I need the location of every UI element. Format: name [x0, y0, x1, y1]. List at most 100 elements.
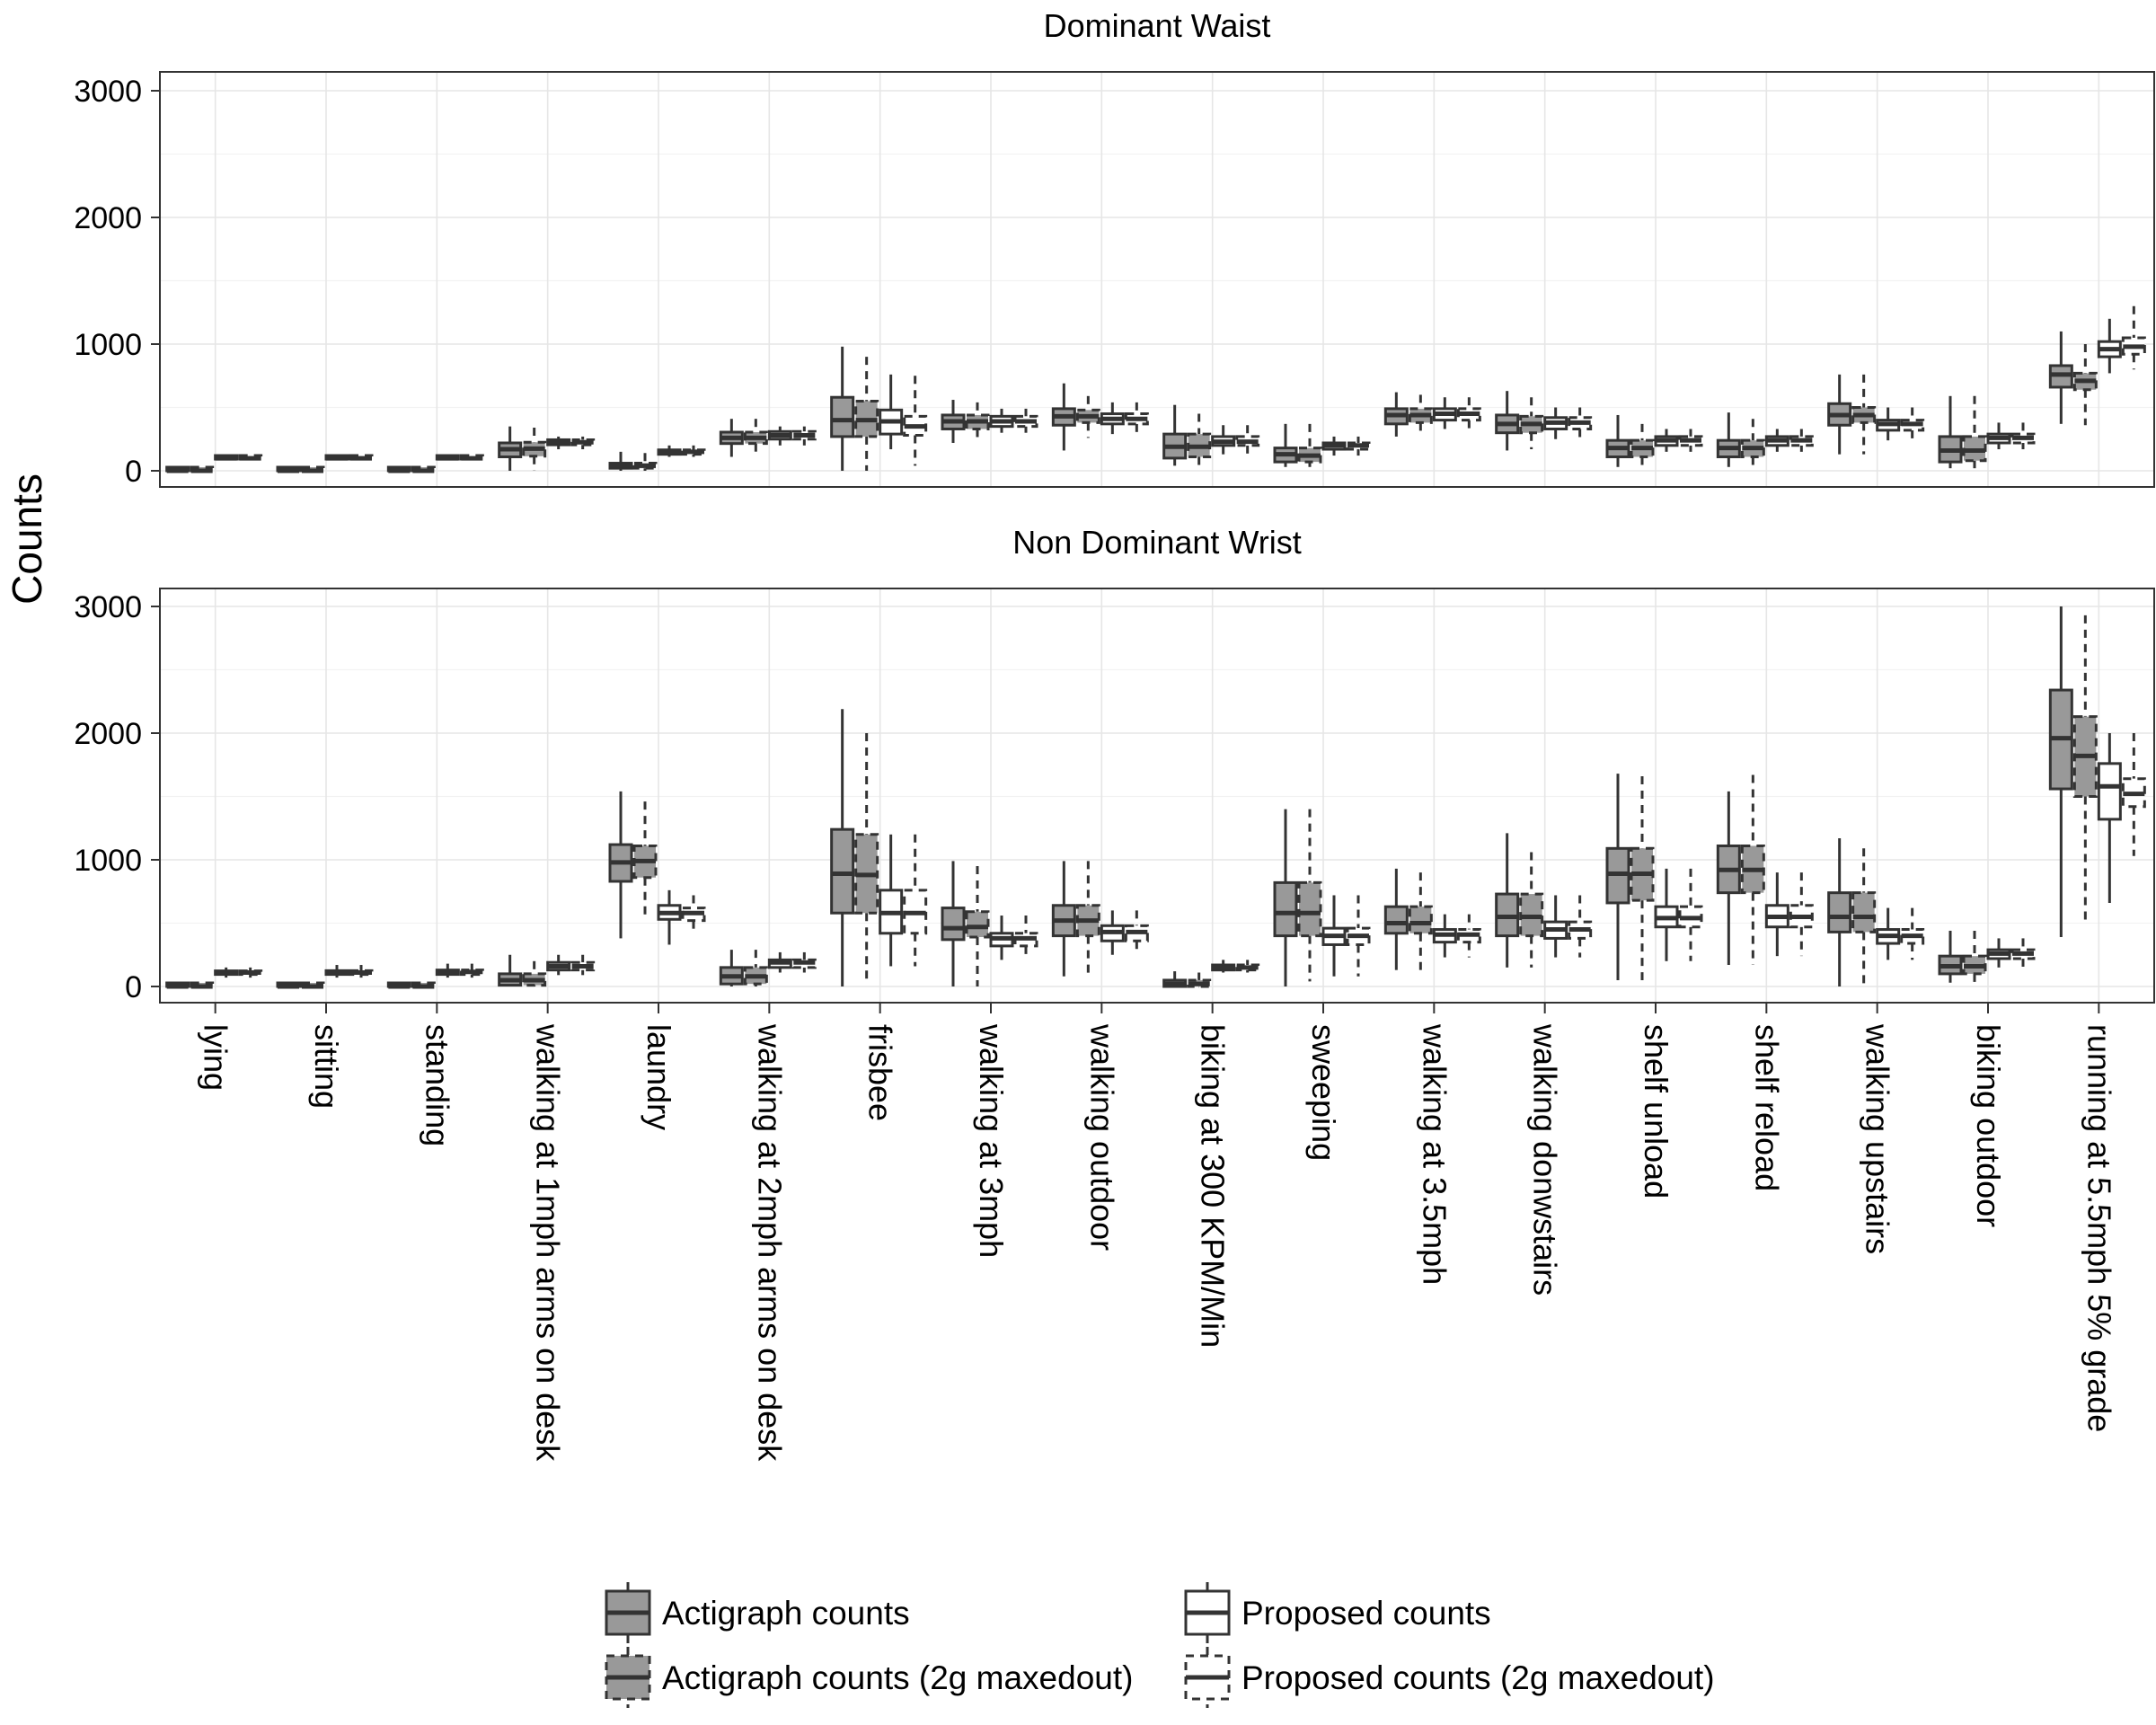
box-group-running-at-5-5mph-5-grade [2048, 606, 2146, 938]
box-actigraph-counts [1495, 833, 1520, 968]
box-group-walking-donwstairs [1495, 391, 1593, 451]
box-actigraph-counts [719, 950, 744, 986]
box-group-walking-outdoor [1051, 861, 1149, 977]
box-proposed-counts [1764, 429, 1789, 452]
box-group-shelf-unload [1605, 414, 1703, 467]
box-actigraph-counts [1273, 423, 1298, 467]
box-proposed-counts-2g-maxedout [459, 963, 484, 978]
box-actigraph-counts-2g-maxedout [411, 981, 436, 989]
box-proposed-counts-2g-maxedout [1456, 914, 1481, 958]
box-proposed-counts [435, 963, 460, 978]
box-body [1851, 891, 1877, 933]
box-group-standing [386, 454, 484, 473]
legend-item-actigraph-counts: Actigraph counts [605, 1582, 910, 1643]
box-proposed-counts [1543, 407, 1568, 439]
box-proposed-counts-2g-maxedout [349, 454, 374, 461]
box-proposed-counts-2g-maxedout [681, 895, 706, 933]
box-group-walking-at-1mph-arms-on-desk [498, 954, 596, 987]
box-proposed-counts-2g-maxedout [1013, 916, 1038, 960]
box-actigraph-counts-2g-maxedout [1740, 419, 1765, 467]
box-actigraph-counts [1051, 861, 1076, 977]
panel-title: Non Dominant Wrist [1012, 524, 1301, 561]
box-proposed-counts-2g-maxedout [1789, 429, 1814, 452]
box-body [965, 910, 990, 939]
legend-label: Proposed counts [1241, 1595, 1491, 1632]
box-actigraph-counts-2g-maxedout [190, 465, 215, 473]
panel-dominant-waist: Dominant Waist 0 1000 2000 3000 [74, 7, 2155, 489]
box-actigraph-counts-2g-maxedout [1962, 395, 1987, 469]
box-proposed-counts [1211, 425, 1236, 455]
box-actigraph-counts [276, 981, 301, 989]
box-group-walking-outdoor [1051, 383, 1149, 451]
x-tick-label: standing [419, 1024, 455, 1146]
box-actigraph-counts [1938, 395, 1963, 469]
box-proposed-counts [214, 967, 239, 978]
box-proposed-counts-2g-maxedout [238, 967, 263, 978]
box-proposed-counts [1543, 895, 1568, 958]
box-body [1297, 880, 1322, 938]
box-actigraph-counts [1605, 414, 1630, 467]
box-actigraph-counts [1827, 838, 1852, 986]
box-actigraph-counts-2g-maxedout [1187, 413, 1212, 466]
x-tick-label: walking upstairs [1860, 1023, 1896, 1254]
box-proposed-counts-2g-maxedout [1456, 397, 1481, 429]
box-actigraph-counts-2g-maxedout [300, 981, 325, 989]
box-group-laundry [608, 791, 706, 945]
box-actigraph-counts [165, 465, 190, 473]
box-actigraph-counts-2g-maxedout [1630, 775, 1655, 980]
box-proposed-counts [879, 374, 904, 450]
box-proposed-counts-2g-maxedout [1235, 960, 1260, 973]
box-group-walking-at-3-5mph [1383, 392, 1481, 437]
box-actigraph-counts-2g-maxedout [854, 357, 879, 471]
box-actigraph-counts [2048, 606, 2073, 938]
box-proposed-counts [1321, 895, 1347, 977]
box-body [830, 827, 855, 915]
x-tick-label: walking at 2mph arms on desk [751, 1023, 788, 1462]
box-actigraph-counts [1716, 791, 1741, 966]
legend-item-actigraph-counts-2g-maxedout: Actigraph counts (2g maxedout) [605, 1647, 1133, 1708]
y-tick-label: 3000 [74, 75, 142, 109]
box-group-walking-at-3mph [941, 400, 1038, 443]
panel-border [159, 71, 2155, 488]
box-actigraph-counts [1605, 774, 1630, 980]
box-actigraph-counts-2g-maxedout [1297, 809, 1322, 982]
box-proposed-counts-2g-maxedout [903, 376, 928, 466]
box-proposed-counts [1764, 872, 1789, 957]
box-proposed-counts [546, 436, 571, 450]
x-tick-label: walking at 3mph [973, 1023, 1010, 1258]
box-proposed-counts [767, 426, 792, 446]
box-proposed-counts-2g-maxedout [2010, 938, 2036, 968]
x-tick-label: laundry [641, 1024, 677, 1130]
box-proposed-counts [546, 954, 571, 976]
box-actigraph-counts [1495, 391, 1520, 451]
box-actigraph-counts-2g-maxedout [1187, 972, 1212, 988]
box-actigraph-counts-2g-maxedout [1519, 397, 1544, 450]
legend-key [1184, 1582, 1231, 1643]
box-actigraph-counts-2g-maxedout [1075, 861, 1100, 977]
box-actigraph-counts-2g-maxedout [1519, 852, 1544, 968]
box-proposed-counts-2g-maxedout [2121, 733, 2146, 856]
legend-item-proposed-counts: Proposed counts [1184, 1582, 1491, 1643]
box-actigraph-counts [1273, 809, 1298, 986]
box-actigraph-counts-2g-maxedout [965, 402, 990, 443]
box-group-biking-outdoor [1938, 395, 2036, 469]
box-body [1827, 891, 1852, 933]
box-actigraph-counts [608, 451, 633, 471]
box-body [1408, 905, 1433, 935]
box-proposed-counts-2g-maxedout [2010, 422, 2036, 450]
box-actigraph-counts-2g-maxedout [2072, 615, 2098, 921]
y-tick-label: 2000 [74, 717, 142, 751]
box-actigraph-counts-2g-maxedout [854, 733, 879, 983]
box-proposed-counts [324, 454, 349, 461]
box-group-walking-at-2mph-arms-on-desk [719, 419, 817, 457]
box-proposed-counts-2g-maxedout [1900, 407, 1925, 441]
panel-background [160, 72, 2154, 487]
box-proposed-counts-2g-maxedout [570, 436, 596, 450]
box-group-frisbee [830, 709, 928, 986]
box-proposed-counts [879, 834, 904, 967]
box-actigraph-counts-2g-maxedout [1851, 848, 1877, 986]
box-proposed-counts [1986, 422, 2011, 450]
y-axis-label: Counts [4, 473, 50, 605]
box-group-lying [165, 454, 263, 473]
